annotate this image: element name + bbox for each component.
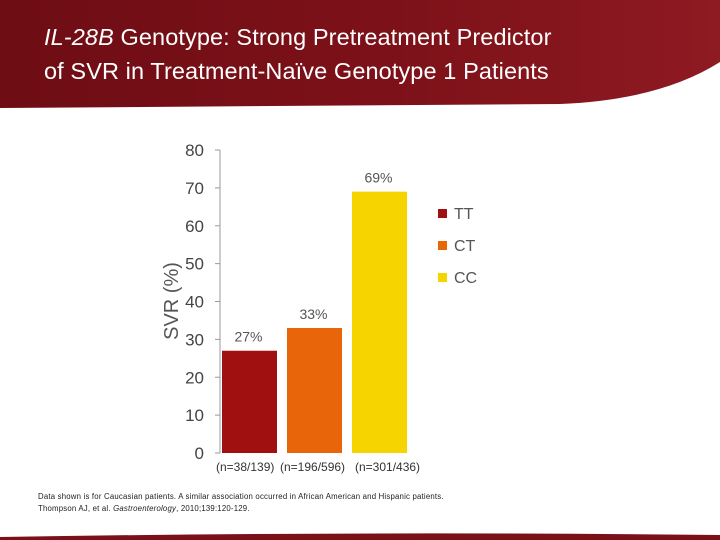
title-banner-background (0, 0, 720, 108)
footnote-line-1: Data shown is for Caucasian patients. A … (38, 492, 444, 501)
y-tick-label: 40 (185, 293, 204, 312)
bar-tt (222, 350, 277, 453)
bar-value-label: 33% (299, 306, 327, 322)
legend-label-ct: CT (454, 238, 476, 255)
y-tick-label: 80 (185, 141, 204, 160)
y-tick-label: 50 (185, 255, 204, 274)
legend-swatch-tt (438, 209, 447, 218)
legend-swatch-cc (438, 273, 447, 282)
footnote-citation: Thompson AJ, et al. Gastroenterology, 20… (38, 504, 250, 513)
title-line-1-text: Genotype: Strong Pretreatment Predictor (113, 24, 552, 50)
y-tick-label: 10 (185, 406, 204, 425)
bar-ct (287, 328, 342, 453)
y-tick-label: 0 (195, 444, 204, 463)
x-category-label: (n=196/596) (280, 460, 345, 474)
bar-cc (352, 191, 407, 453)
y-tick-label: 30 (185, 330, 204, 349)
legend-label-cc: CC (454, 270, 477, 287)
y-axis-title: SVR (%) (161, 262, 183, 340)
citation-authors: Thompson AJ, et al. (38, 504, 114, 513)
x-category-label: (n=38/139) (216, 460, 274, 474)
bottom-accent-bar (0, 533, 720, 540)
slide-title-line-2: of SVR in Treatment-Naïve Genotype 1 Pat… (44, 58, 549, 84)
legend-label-tt: TT (454, 206, 474, 223)
slide-title-line-1: IL-28B Genotype: Strong Pretreatment Pre… (44, 24, 552, 51)
title-gene-name: IL-28B (44, 24, 114, 50)
title-banner: IL-28B Genotype: Strong Pretreatment Pre… (0, 0, 720, 110)
legend-swatch-ct (438, 241, 447, 250)
bar-value-label: 27% (234, 329, 262, 345)
bar-value-label: 69% (364, 170, 392, 186)
x-category-label: (n=301/436) (355, 460, 420, 474)
citation-details: , 2010;139:120-129. (176, 504, 250, 513)
y-tick-label: 20 (185, 368, 204, 387)
y-tick-label: 70 (185, 179, 204, 198)
citation-journal: Gastroenterology (113, 504, 177, 513)
y-tick-label: 60 (185, 217, 204, 236)
